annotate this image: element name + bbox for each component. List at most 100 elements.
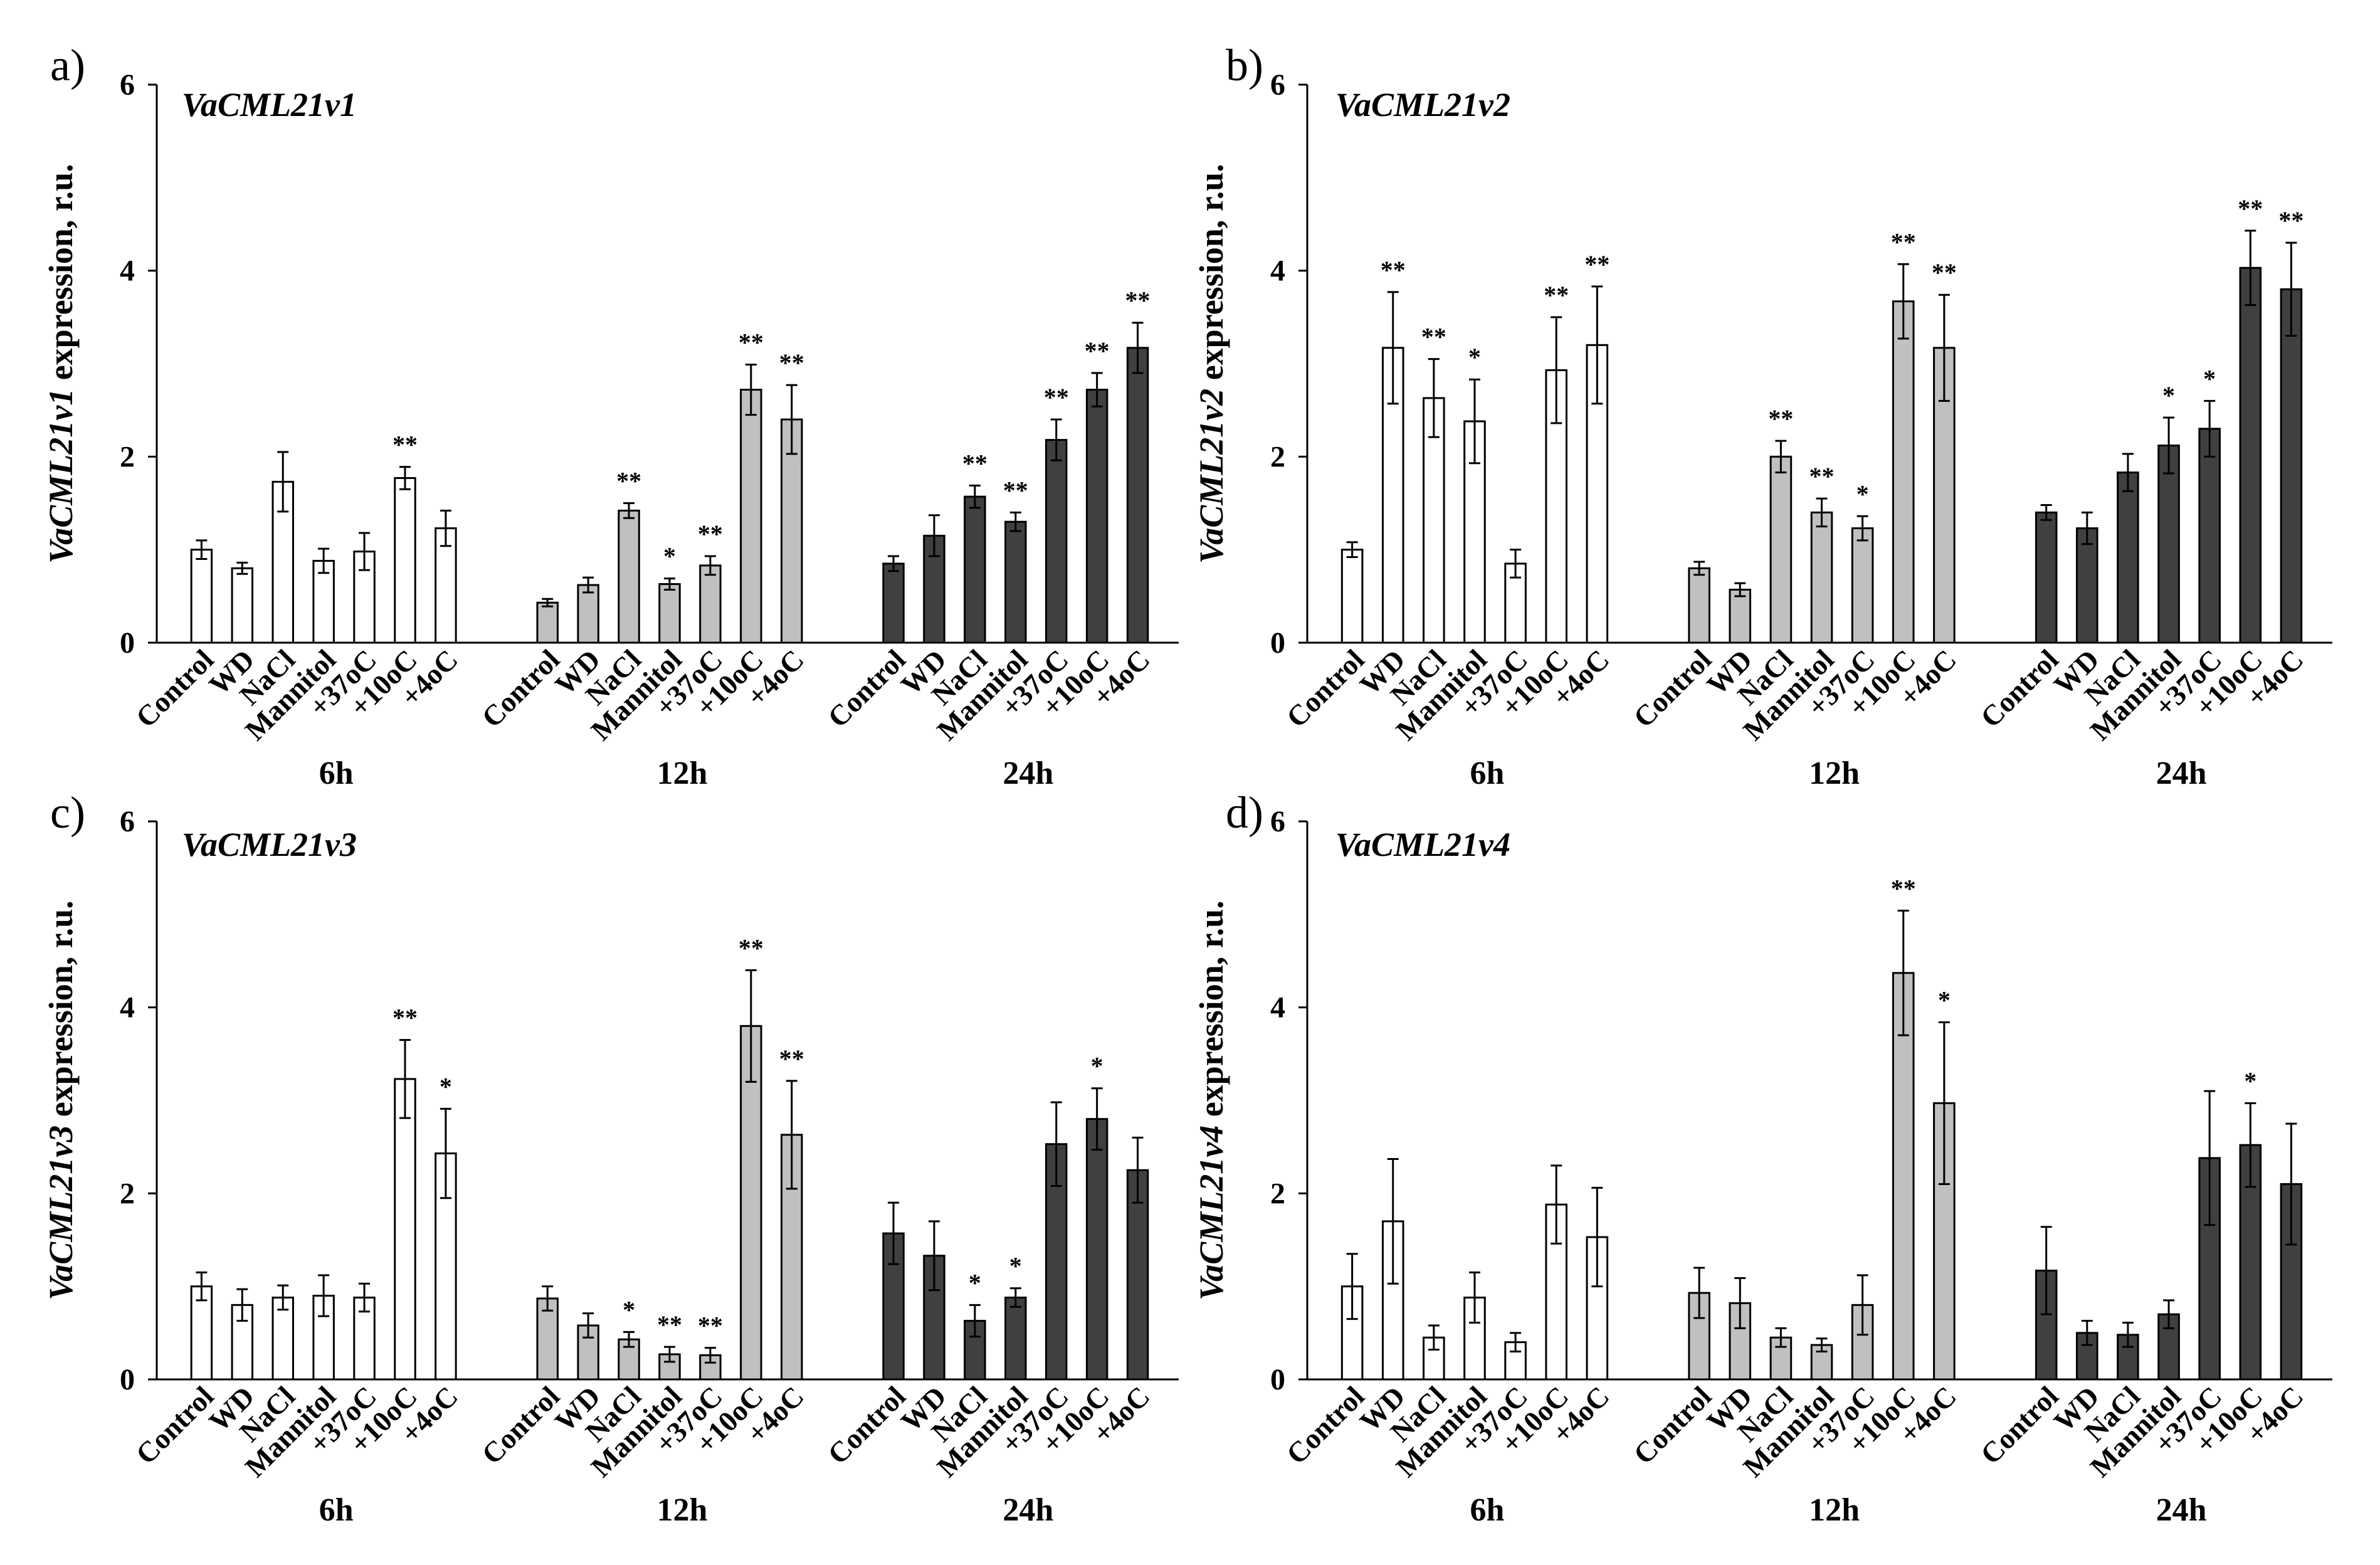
significance-marker: ** <box>739 934 764 962</box>
bar <box>231 567 254 644</box>
y-tick-label: 0 <box>1270 1363 1285 1396</box>
significance-marker: * <box>663 542 676 571</box>
category-label: Control <box>821 1380 912 1470</box>
y-axis-label-suffix: expression, r.u. <box>42 164 80 389</box>
panel-letter: a) <box>50 40 85 90</box>
y-axis-label-gene: VaCML21v4 <box>1193 1125 1230 1300</box>
chart-title: VaCML21v1 <box>182 86 357 124</box>
bar <box>1004 1296 1027 1381</box>
panel-letter: c) <box>50 788 85 838</box>
panel-letter: b) <box>1226 40 1263 90</box>
significance-marker: ** <box>779 1045 804 1073</box>
significance-marker: ** <box>1768 404 1793 433</box>
significance-marker: * <box>1938 986 1951 1014</box>
bar <box>1423 397 1445 644</box>
significance-marker: * <box>1009 1252 1022 1280</box>
significance-marker: ** <box>657 1310 682 1339</box>
bar <box>2035 511 2058 644</box>
y-tick-label: 6 <box>1270 68 1285 102</box>
group-label: 12h <box>1809 1492 1860 1528</box>
y-tick-label: 2 <box>120 440 135 473</box>
significance-marker: * <box>1468 343 1481 371</box>
bar <box>658 583 681 644</box>
bar <box>2280 1183 2303 1381</box>
significance-marker: ** <box>392 431 418 459</box>
group-label: 24h <box>1003 756 1053 791</box>
group-label: 24h <box>1003 1492 1053 1528</box>
bar <box>2076 527 2098 644</box>
significance-marker: * <box>1856 480 1869 508</box>
y-tick-label: 2 <box>1270 440 1285 473</box>
bar <box>2157 445 2180 644</box>
significance-marker: ** <box>616 467 641 495</box>
category-label: Control <box>475 643 566 734</box>
y-tick-label: 0 <box>120 626 135 660</box>
y-axis-label-gene: VaCML21v1 <box>42 389 80 564</box>
bar <box>2117 472 2139 644</box>
y-tick-label: 6 <box>120 68 135 102</box>
y-tick-label: 4 <box>1270 991 1285 1025</box>
panel-letter: d) <box>1226 788 1263 838</box>
bar <box>536 601 559 644</box>
chart-panel-a: a) VaCML21v1 VaCML21v1 expression, r.u. 0 24… <box>42 40 1179 791</box>
bar <box>1004 520 1027 644</box>
significance-marker: ** <box>1544 281 1569 309</box>
group-label: 6h <box>319 756 354 791</box>
y-tick-label: 6 <box>1270 805 1285 838</box>
bar <box>2198 428 2221 644</box>
group-label: 24h <box>2156 756 2207 791</box>
significance-marker: ** <box>1584 250 1609 278</box>
bar <box>1085 1118 1108 1381</box>
significance-marker: * <box>2244 1067 2256 1095</box>
significance-marker: * <box>2203 364 2216 393</box>
significance-marker: ** <box>2278 206 2304 234</box>
category-label: Control <box>475 1380 566 1470</box>
category-label: Control <box>1627 1380 1717 1470</box>
bar <box>1045 439 1068 644</box>
bar <box>1729 1302 1752 1381</box>
bar <box>618 509 640 644</box>
bar <box>618 1338 640 1381</box>
significance-marker: ** <box>2238 194 2263 223</box>
bar <box>271 1296 294 1381</box>
significance-marker: ** <box>392 1004 418 1032</box>
y-axis-label-suffix: expression, r.u. <box>42 900 80 1125</box>
significance-marker: * <box>1091 1052 1103 1080</box>
significance-marker: ** <box>779 349 804 377</box>
significance-marker: ** <box>1932 258 1957 287</box>
significance-marker: ** <box>1891 228 1916 256</box>
bar <box>1545 369 1568 644</box>
y-tick-label: 0 <box>120 1363 135 1396</box>
chart-title: VaCML21v3 <box>182 826 357 863</box>
significance-marker: ** <box>1891 874 1916 902</box>
group-label: 24h <box>2156 1492 2207 1528</box>
category-label: Control <box>1974 1380 2065 1470</box>
chart-title: VaCML21v2 <box>1335 86 1510 124</box>
y-tick-label: 4 <box>120 991 135 1025</box>
significance-marker: ** <box>1125 287 1151 315</box>
significance-marker: ** <box>962 449 987 477</box>
y-axis-label-gene: VaCML21v2 <box>1193 389 1230 564</box>
y-tick-label: 4 <box>1270 255 1285 288</box>
bar <box>2239 266 2262 644</box>
bar <box>1892 300 1915 644</box>
group-label: 6h <box>1470 1492 1505 1528</box>
bar <box>394 477 416 644</box>
bar <box>1729 588 1752 644</box>
group-label: 12h <box>657 1492 708 1528</box>
significance-marker: ** <box>1809 462 1835 490</box>
bar <box>1810 511 1833 644</box>
significance-marker: ** <box>1044 383 1069 411</box>
group-label: 6h <box>319 1492 354 1528</box>
bar <box>1126 347 1149 644</box>
y-axis-label-suffix: expression, r.u. <box>1193 900 1230 1125</box>
bar <box>1340 549 1364 644</box>
bar <box>2280 288 2303 644</box>
bar <box>434 527 457 644</box>
y-axis-label: VaCML21v2 expression, r.u. <box>1193 164 1230 564</box>
y-tick-label: 2 <box>1270 1177 1285 1210</box>
significance-marker: ** <box>1003 476 1028 504</box>
